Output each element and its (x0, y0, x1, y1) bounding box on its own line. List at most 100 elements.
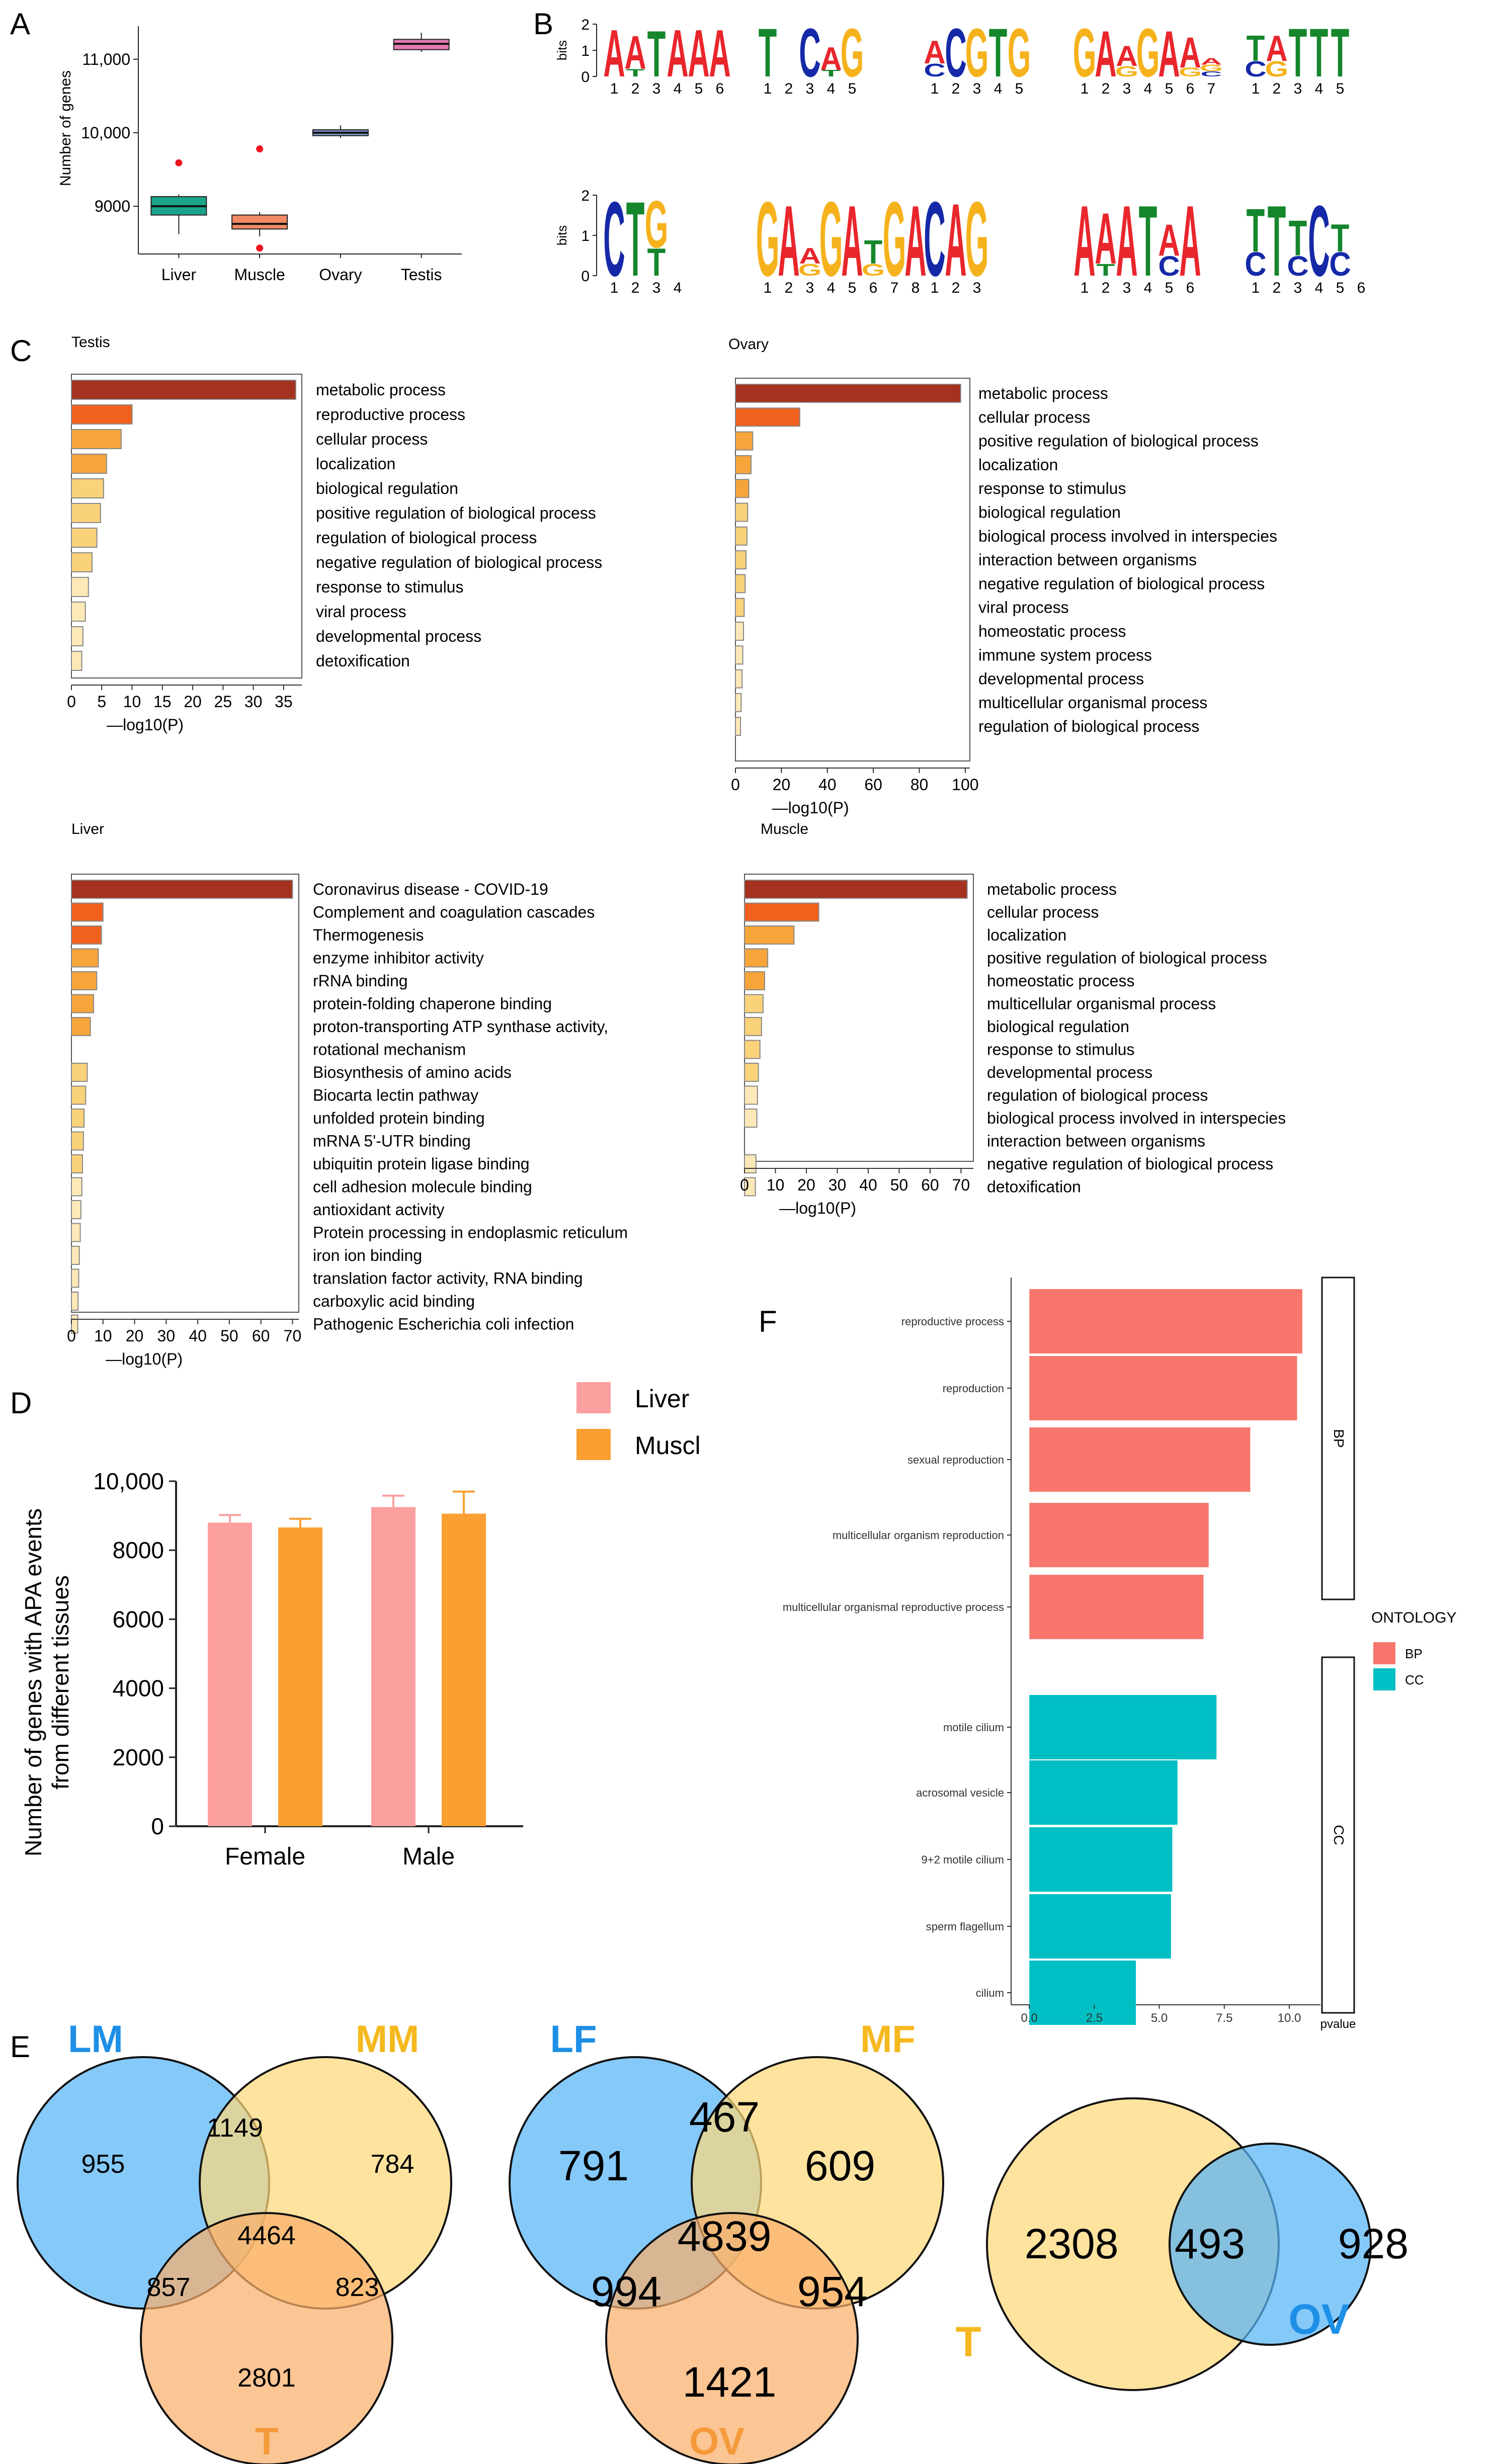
go-bar-bp (1029, 1427, 1251, 1492)
logo-letter-t: T (1310, 15, 1329, 92)
logo-y-tick-label: 1 (581, 228, 590, 244)
venn-circle-ov (605, 2212, 859, 2464)
venn-count: 493 (1175, 2220, 1245, 2267)
logo-letter-g: G (862, 261, 885, 279)
enrichment-x-tick-label: 0 (67, 1327, 76, 1345)
logo-position-label: 6 (716, 80, 724, 97)
enrichment-term-label: localization (316, 455, 395, 473)
logo-position-label: 4 (1144, 80, 1152, 97)
logo-position-label: 3 (652, 80, 661, 97)
enrichment-frame (735, 378, 970, 761)
logo-letter-g: G (883, 180, 906, 298)
logo-position-label: 4 (1144, 280, 1152, 296)
apa-y-tick-label: 8000 (113, 1537, 164, 1563)
boxplot-y-tick-label: 11,000 (82, 50, 131, 68)
logo-position-label: 1 (610, 280, 619, 296)
logo-letter-c: C (1329, 246, 1351, 283)
enrichment-frame (71, 374, 302, 678)
enrichment-term-label: Biosynthesis of amino acids (313, 1063, 512, 1081)
logo-position-label: 5 (695, 80, 703, 97)
logo-position-label: 1 (610, 80, 619, 97)
go-bar-cc (1029, 1695, 1217, 1759)
enrichment-term-label: Pathogenic Escherichia coli infection (313, 1315, 574, 1333)
logo-letter-c: C (603, 180, 625, 298)
enrichment-bar (71, 651, 82, 671)
enrichment-bar (744, 971, 765, 990)
enrichment-bar (71, 994, 94, 1013)
logo-y-tick-label: 0 (581, 268, 590, 285)
venn-set-label-t: T (255, 2420, 278, 2463)
enrichment-bar (735, 622, 744, 641)
logo-letter-t: T (759, 15, 777, 92)
logo-position-label: 5 (848, 80, 857, 97)
box-muscle (231, 214, 288, 230)
panel-label-d: D (10, 1386, 32, 1420)
logo-letter-c: C (1287, 251, 1308, 282)
enrichment-x-tick-label: 30 (829, 1176, 847, 1194)
enrichment-term-label: antioxidant activity (313, 1201, 444, 1219)
panel-label-e: E (10, 2030, 30, 2064)
go-legend-label: CC (1405, 1672, 1424, 1687)
enrichment-term-label: biological regulation (978, 503, 1121, 522)
logo-letter-g: G (798, 261, 822, 279)
enrichment-x-tick-label: 30 (157, 1327, 176, 1345)
logo-position-label: 1 (764, 280, 772, 296)
enrichment-bar (735, 574, 746, 593)
enrichment-bar (744, 902, 819, 922)
enrichment-x-tick-label: 0 (67, 693, 76, 711)
enrichment-term-label: detoxification (316, 652, 410, 670)
enrichment-bar (71, 626, 84, 646)
logo-letter-g: G (1265, 57, 1289, 81)
logo-position-label: 4 (674, 80, 682, 97)
venn-set-label-lf: LF (550, 2018, 597, 2061)
ontology-legend-title: ONTOLOGY (1371, 1609, 1456, 1626)
panel-f-go-bar-chart: pvalue ONTOLOGY reproductive process repr… (783, 1277, 1456, 2031)
enrichment-term-label: negative regulation of biological proces… (316, 553, 602, 571)
enrichment-bar (71, 902, 104, 922)
logo-position-label: 2 (785, 280, 793, 296)
enrichment-term-label: Protein processing in endoplasmic reticu… (313, 1224, 628, 1242)
logo-position-label: 4 (827, 80, 836, 97)
logo-letter-a: A (1158, 18, 1180, 91)
panel-e-venn-diagrams: LM MM T 955 784 2801 1149 857 823 4464 LF MF OV 791 60… (17, 2018, 1409, 2464)
apa-x-tick-label: Female (225, 1843, 305, 1870)
go-facet-strip-label: CC (1331, 1825, 1347, 1845)
logo-letter-a: A (667, 16, 688, 91)
enrichment-x-tick-label: 50 (890, 1176, 908, 1194)
logo-position-label: 3 (1123, 280, 1131, 296)
logo-letter-a: A (603, 16, 625, 91)
logo-position-label: 3 (806, 280, 814, 296)
venn-count: 2801 (237, 2363, 296, 2393)
logo-y-axis-title: bits (554, 40, 569, 60)
logo-position-label: 8 (912, 280, 920, 296)
venn-set-label-lm: LM (68, 2018, 123, 2061)
venn-set-label-t: T (955, 2318, 981, 2365)
boxplot-x-tick-label: Ovary (319, 266, 362, 284)
enrichment-term-label: biological process involved in interspec… (987, 1109, 1286, 1127)
venn-count: 4464 (237, 2221, 296, 2250)
apa-bar-liver (208, 1522, 252, 1826)
box-outlier (256, 145, 264, 153)
enrichment-x-tick-label: 10 (767, 1176, 785, 1194)
venn-count: 857 (147, 2273, 191, 2302)
logo-letter-t: T (1289, 210, 1307, 267)
logo-position-label: 4 (994, 80, 1003, 97)
enrichment-term-label: cellular process (987, 903, 1099, 921)
enrichment-bar (71, 1154, 83, 1173)
enrichment-term-label: metabolic process (316, 381, 446, 399)
enrichment-term-label: immune system process (978, 646, 1152, 664)
enrichment-term-label: detoxification (987, 1178, 1081, 1196)
logo-y-axis-title: bits (554, 225, 569, 245)
enrichment-bar (735, 526, 748, 546)
logo-letter-t: T (1331, 216, 1350, 260)
logo-position-label: 3 (1294, 80, 1302, 97)
logo-position-label: 4 (1315, 80, 1323, 97)
enrichment-x-tick-label: 60 (921, 1176, 939, 1194)
enrichment-bar (71, 1292, 79, 1311)
logo-letter-a: A (1266, 29, 1287, 69)
logo-letter-a: A (1158, 215, 1180, 266)
go-term-label: multicellular organismal reproductive pr… (783, 1601, 1004, 1613)
logo-letter-c: C (1158, 251, 1180, 282)
logo-y-tick-label: 2 (581, 188, 590, 204)
